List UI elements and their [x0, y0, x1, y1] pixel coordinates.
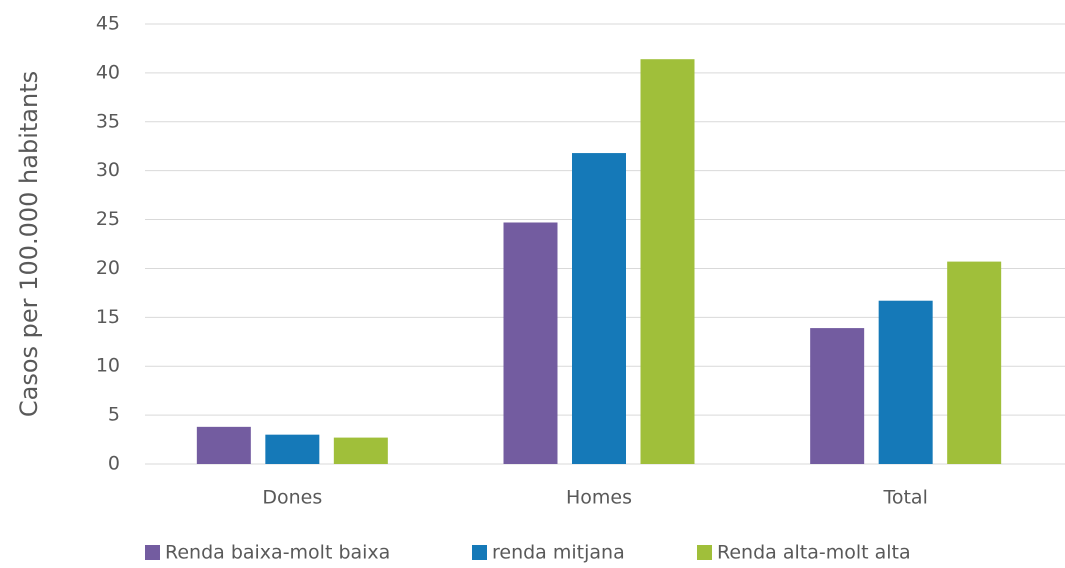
- y-tick-label: 15: [96, 306, 120, 328]
- bar: [265, 434, 320, 464]
- legend-label: renda mitjana: [492, 542, 625, 564]
- y-tick-label: 20: [96, 257, 120, 279]
- y-tick-label: 5: [108, 404, 120, 426]
- bar: [947, 261, 1002, 464]
- y-tick-label: 35: [96, 110, 120, 132]
- y-tick-label: 10: [96, 355, 120, 377]
- legend-swatch: [697, 545, 712, 560]
- y-tick-label: 25: [96, 208, 120, 230]
- bar: [640, 59, 695, 464]
- legend-swatch: [472, 545, 487, 560]
- bar: [333, 437, 388, 464]
- y-axis-label: Casos per 100.000 habitants: [15, 71, 43, 417]
- y-tick-label: 45: [96, 13, 120, 35]
- x-tick-label: Dones: [262, 487, 322, 509]
- bar: [196, 426, 251, 464]
- legend-label: Renda baixa-molt baixa: [165, 542, 390, 564]
- bar: [503, 222, 558, 464]
- y-tick-label: 0: [108, 453, 120, 475]
- x-tick-label: Homes: [566, 487, 632, 509]
- legend-label: Renda alta-molt alta: [717, 542, 911, 564]
- y-tick-label: 40: [96, 61, 120, 83]
- bar: [810, 328, 865, 464]
- x-tick-label: Total: [882, 487, 927, 509]
- y-tick-label: 30: [96, 159, 120, 181]
- bar: [878, 300, 933, 464]
- bar: [572, 153, 626, 465]
- legend-swatch: [145, 545, 160, 560]
